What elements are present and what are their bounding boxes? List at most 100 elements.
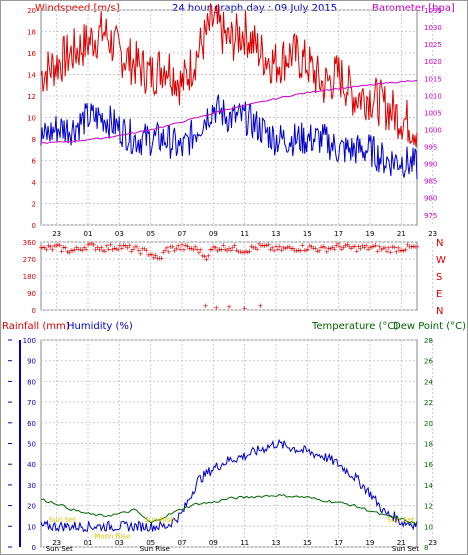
sun-moon-annotation: Sun Set	[387, 516, 414, 524]
direction-point: +	[237, 248, 243, 256]
direction-point: +	[320, 243, 326, 251]
baro-y-tick: 1000	[424, 126, 442, 134]
time-tick-label: 09	[209, 539, 218, 547]
temp-y-tick: 18	[424, 441, 433, 449]
temperature-label: Temperature (°C)	[311, 321, 398, 332]
direction-point: +	[102, 247, 108, 255]
direction-point: +	[294, 247, 300, 255]
direction-point: +	[224, 247, 230, 255]
page-title: 24 hour graph day : 09 July 2015	[172, 3, 337, 14]
direction-point: +	[57, 241, 63, 249]
direction-point: +	[183, 241, 189, 249]
direction-point: +	[219, 246, 225, 254]
direction-point: +	[228, 246, 234, 254]
direction-point: +	[207, 246, 213, 254]
direction-point: +	[371, 242, 377, 250]
time-tick-label: 23	[52, 230, 61, 238]
direction-point: +	[177, 245, 183, 253]
direction-point: +	[76, 245, 82, 253]
direction-point: +	[55, 241, 61, 249]
time-tick-label: 21	[397, 230, 406, 238]
compass-label: N	[436, 238, 443, 249]
direction-point: +	[87, 240, 93, 248]
time-tick-label: 07	[178, 230, 187, 238]
direction-point: +	[185, 243, 191, 251]
direction-point: +	[345, 241, 351, 249]
temp-y-tick: 26	[424, 358, 433, 366]
direction-point: +	[143, 247, 149, 255]
time-tick-label: 05	[146, 230, 155, 238]
direction-low-point: +	[257, 302, 263, 310]
sun-moon-annotation: Moon Rise	[94, 533, 130, 541]
direction-point: +	[346, 243, 352, 251]
humidity-label: Humidity (%)	[67, 321, 133, 332]
direction-point: +	[117, 242, 123, 250]
wind-y-tick: 4	[32, 179, 37, 187]
baro-y-tick: 1025	[424, 41, 442, 49]
wind-y-tick: 8	[32, 136, 36, 144]
direction-point: +	[382, 244, 388, 252]
temp-y-tick: 12	[424, 503, 433, 511]
direction-point: +	[61, 244, 67, 252]
direction-point: +	[202, 252, 208, 260]
direction-point: +	[47, 243, 53, 251]
direction-point: +	[81, 244, 87, 252]
direction-point: +	[373, 242, 379, 250]
direction-point: +	[254, 245, 260, 253]
direction-point: +	[115, 246, 121, 254]
direction-point: +	[49, 246, 55, 254]
direction-point: +	[384, 248, 390, 256]
baro-y-tick: 1005	[424, 109, 442, 117]
direction-point: +	[343, 242, 349, 250]
direction-point: +	[63, 244, 69, 252]
temp-y-tick: 20	[424, 420, 433, 428]
direction-point: +	[376, 243, 382, 251]
direction-point: +	[160, 248, 166, 256]
direction-point: +	[128, 247, 134, 255]
temp-y-tick: 16	[424, 461, 433, 469]
baro-y-tick: 1010	[424, 92, 442, 100]
direction-point: +	[98, 244, 104, 252]
time-tick-label: 11	[240, 539, 249, 547]
direction-point: +	[313, 245, 319, 253]
direction-point: +	[282, 245, 288, 253]
direction-point: +	[145, 251, 151, 259]
direction-point: +	[277, 242, 283, 250]
direction-point: +	[256, 240, 262, 248]
direction-point: +	[166, 248, 172, 256]
hum-y-tick: 90	[27, 358, 36, 366]
baro-y-tick: 975	[424, 212, 437, 220]
direction-point: +	[271, 247, 277, 255]
sun-moon-annotation: Sun Rise	[144, 516, 174, 524]
direction-point: +	[74, 243, 80, 251]
direction-point: +	[141, 245, 147, 253]
direction-point: +	[267, 246, 273, 254]
direction-point: +	[292, 247, 298, 255]
direction-point: +	[363, 241, 369, 249]
time-tick-label: 09	[209, 230, 218, 238]
direction-low-point: +	[214, 304, 220, 312]
direction-low-point: +	[242, 304, 248, 312]
direction-point: +	[395, 244, 401, 252]
compass-label: E	[436, 289, 442, 300]
time-tick-label: 23	[428, 539, 437, 547]
direction-point: +	[252, 244, 258, 252]
direction-point: +	[134, 243, 140, 251]
hum-y-tick: 80	[27, 378, 36, 386]
time-tick-label: 15	[303, 230, 312, 238]
direction-point: +	[136, 247, 142, 255]
direction-point: +	[46, 242, 52, 250]
direction-point: +	[331, 246, 337, 254]
direction-point: +	[123, 242, 129, 250]
direction-point: +	[299, 241, 305, 249]
time-tick-label: 19	[366, 539, 375, 547]
direction-point: +	[284, 244, 290, 252]
direction-point: +	[401, 247, 407, 255]
direction-point: +	[53, 242, 59, 250]
sun-moon-annotation: Sun Rise	[140, 545, 170, 553]
direction-point: +	[108, 241, 114, 249]
direction-point: +	[399, 246, 405, 254]
direction-point: +	[341, 244, 347, 252]
compass-label: W	[436, 255, 446, 266]
direction-point: +	[335, 240, 341, 248]
